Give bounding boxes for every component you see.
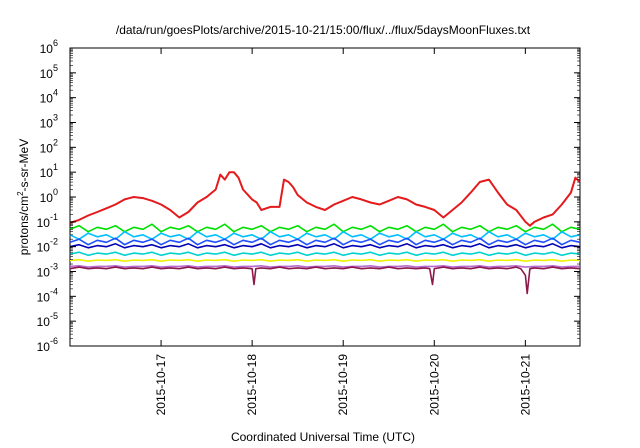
y-axis-label-pre: protons/cm (17, 196, 31, 255)
x-tick-label: 2015-10-20 (427, 354, 441, 416)
y-tick-label: 10-5 (37, 311, 58, 329)
plot-area (69, 47, 581, 347)
y-tick-label: 10-4 (37, 286, 58, 304)
series-line-2 (69, 223, 581, 233)
y-axis-label: protons/cm2-s-sr-MeV (16, 139, 31, 255)
x-tick-label: 2015-10-18 (245, 354, 259, 416)
x-axis-label: Coordinated Universal Time (UTC) (231, 430, 415, 444)
y-axis: 10-6 10-5 10-4 10-3 10-2 10-1 100 101 102 103 104 1… (37, 38, 580, 354)
plot-frame (69, 47, 581, 347)
series-line-3 (69, 230, 581, 240)
chart-title: /data/run/goesPlots/archive/2015-10-21/1… (116, 23, 531, 37)
series-line-7 (69, 258, 581, 263)
y-axis-label-post: -s-sr-MeV (17, 139, 31, 192)
series-line-9 (69, 266, 581, 295)
y-tick-label: 100 (40, 187, 58, 205)
y-tick-label: 105 (40, 63, 58, 81)
series-line-1 (69, 171, 581, 227)
series-layer (69, 171, 581, 295)
series-line-4 (69, 237, 581, 246)
y-tick-label: 106 (40, 38, 58, 56)
x-axis: 2015-10-17 2015-10-18 2015-10-19 2015-10-20… (154, 48, 532, 415)
series-line-5 (69, 243, 581, 249)
y-tick-label: 10-3 (37, 262, 58, 280)
x-tick-label: 2015-10-17 (154, 354, 168, 416)
y-tick-label: 10-6 (37, 336, 58, 354)
series-line-8 (69, 264, 580, 268)
y-tick-label: 104 (40, 88, 58, 106)
y-tick-label: 101 (40, 162, 58, 180)
y-tick-label: 103 (40, 113, 58, 131)
series-line-6 (69, 251, 581, 257)
y-axis-label-sup: 2 (16, 191, 25, 196)
y-tick-label: 10-2 (37, 237, 58, 255)
x-tick-label: 2015-10-21 (518, 354, 532, 416)
y-tick-label: 10-1 (37, 212, 58, 230)
y-tick-label: 102 (40, 137, 58, 155)
x-tick-label: 2015-10-19 (336, 354, 350, 416)
